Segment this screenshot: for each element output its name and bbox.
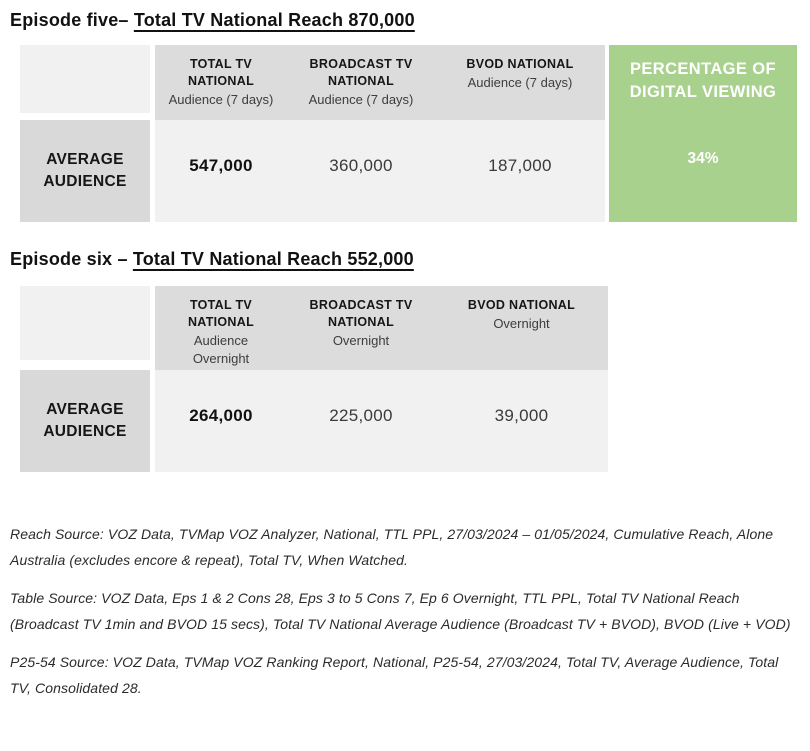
episode-six-header-bvod-national: BVOD NATIONAL Overnight bbox=[435, 286, 608, 370]
footnote-table-source: Table Source: VOZ Data, Eps 1 & 2 Cons 2… bbox=[10, 590, 791, 632]
episode-five-heading: Episode five– Total TV National Reach 87… bbox=[10, 8, 810, 32]
episode-six-value-bvod: 39,000 bbox=[435, 370, 608, 472]
column-subtitle: Overnight bbox=[332, 333, 390, 348]
episode-six-heading: Episode six – Total TV National Reach 55… bbox=[10, 247, 810, 271]
column-title: BVOD NATIONAL bbox=[466, 57, 574, 71]
episode-five-table: TOTAL TV NATIONAL Audience (7 days) BROA… bbox=[20, 45, 810, 222]
episode-six-value-broadcast-tv: 225,000 bbox=[287, 370, 435, 472]
episode-six-value-total-tv: 264,000 bbox=[155, 370, 287, 472]
episode-five-corner-cell bbox=[20, 45, 155, 120]
episode-five-row-label-average-audience: AVERAGE AUDIENCE bbox=[20, 120, 155, 222]
episode-six-corner-cell bbox=[20, 286, 155, 370]
column-title: TOTAL TV NATIONAL bbox=[187, 298, 255, 329]
column-subtitle: Audience (7 days) bbox=[308, 92, 414, 107]
column-title: BROADCAST TV NATIONAL bbox=[309, 298, 413, 329]
column-subtitle: Audience (7 days) bbox=[168, 92, 274, 107]
episode-six-heading-prefix: Episode six – bbox=[10, 249, 133, 269]
percentage-of-digital-viewing-cell: PERCENTAGE OF DIGITAL VIEWING 34% bbox=[605, 45, 797, 222]
episode-six-row-label-average-audience: AVERAGE AUDIENCE bbox=[20, 370, 155, 472]
episode-six-heading-underlined: Total TV National Reach 552,000 bbox=[132, 249, 414, 269]
column-subtitle: Overnight bbox=[493, 316, 550, 331]
footnote-reach-source: Reach Source: VOZ Data, TVMap VOZ Analyz… bbox=[10, 526, 774, 568]
column-title: BROADCAST TV NATIONAL bbox=[309, 57, 413, 88]
episode-five-header-broadcast-tv-national: BROADCAST TV NATIONAL Audience (7 days) bbox=[287, 45, 435, 120]
percentage-of-digital-viewing-value: 34% bbox=[687, 150, 719, 167]
episode-five-header-total-tv-national: TOTAL TV NATIONAL Audience (7 days) bbox=[155, 45, 287, 120]
footnotes-section: Reach Source: VOZ Data, TVMap VOZ Analyz… bbox=[10, 522, 802, 701]
episode-five-value-broadcast-tv: 360,000 bbox=[287, 120, 435, 222]
column-subtitle: Audience Overnight bbox=[192, 333, 250, 366]
episode-six-header-total-tv-national: TOTAL TV NATIONAL Audience Overnight bbox=[155, 286, 287, 370]
footnote-p25-54-source: P25-54 Source: VOZ Data, TVMap VOZ Ranki… bbox=[10, 654, 779, 696]
document: Episode five– Total TV National Reach 87… bbox=[0, 8, 810, 701]
episode-five-heading-prefix: Episode five– bbox=[10, 10, 134, 30]
episode-six-header-broadcast-tv-national: BROADCAST TV NATIONAL Overnight bbox=[287, 286, 435, 370]
column-title: TOTAL TV NATIONAL bbox=[187, 57, 255, 88]
percentage-of-digital-viewing-title: PERCENTAGE OF DIGITAL VIEWING bbox=[629, 60, 777, 101]
episode-five-value-bvod: 187,000 bbox=[435, 120, 605, 222]
episode-five-header-bvod-national: BVOD NATIONAL Audience (7 days) bbox=[435, 45, 605, 120]
episode-five-heading-underlined: Total TV National Reach 870,000 bbox=[133, 10, 415, 30]
episode-six-table: TOTAL TV NATIONAL Audience Overnight BRO… bbox=[20, 286, 810, 472]
episode-five-value-total-tv: 547,000 bbox=[155, 120, 287, 222]
column-title: BVOD NATIONAL bbox=[467, 298, 576, 312]
column-subtitle: Audience (7 days) bbox=[467, 75, 573, 90]
